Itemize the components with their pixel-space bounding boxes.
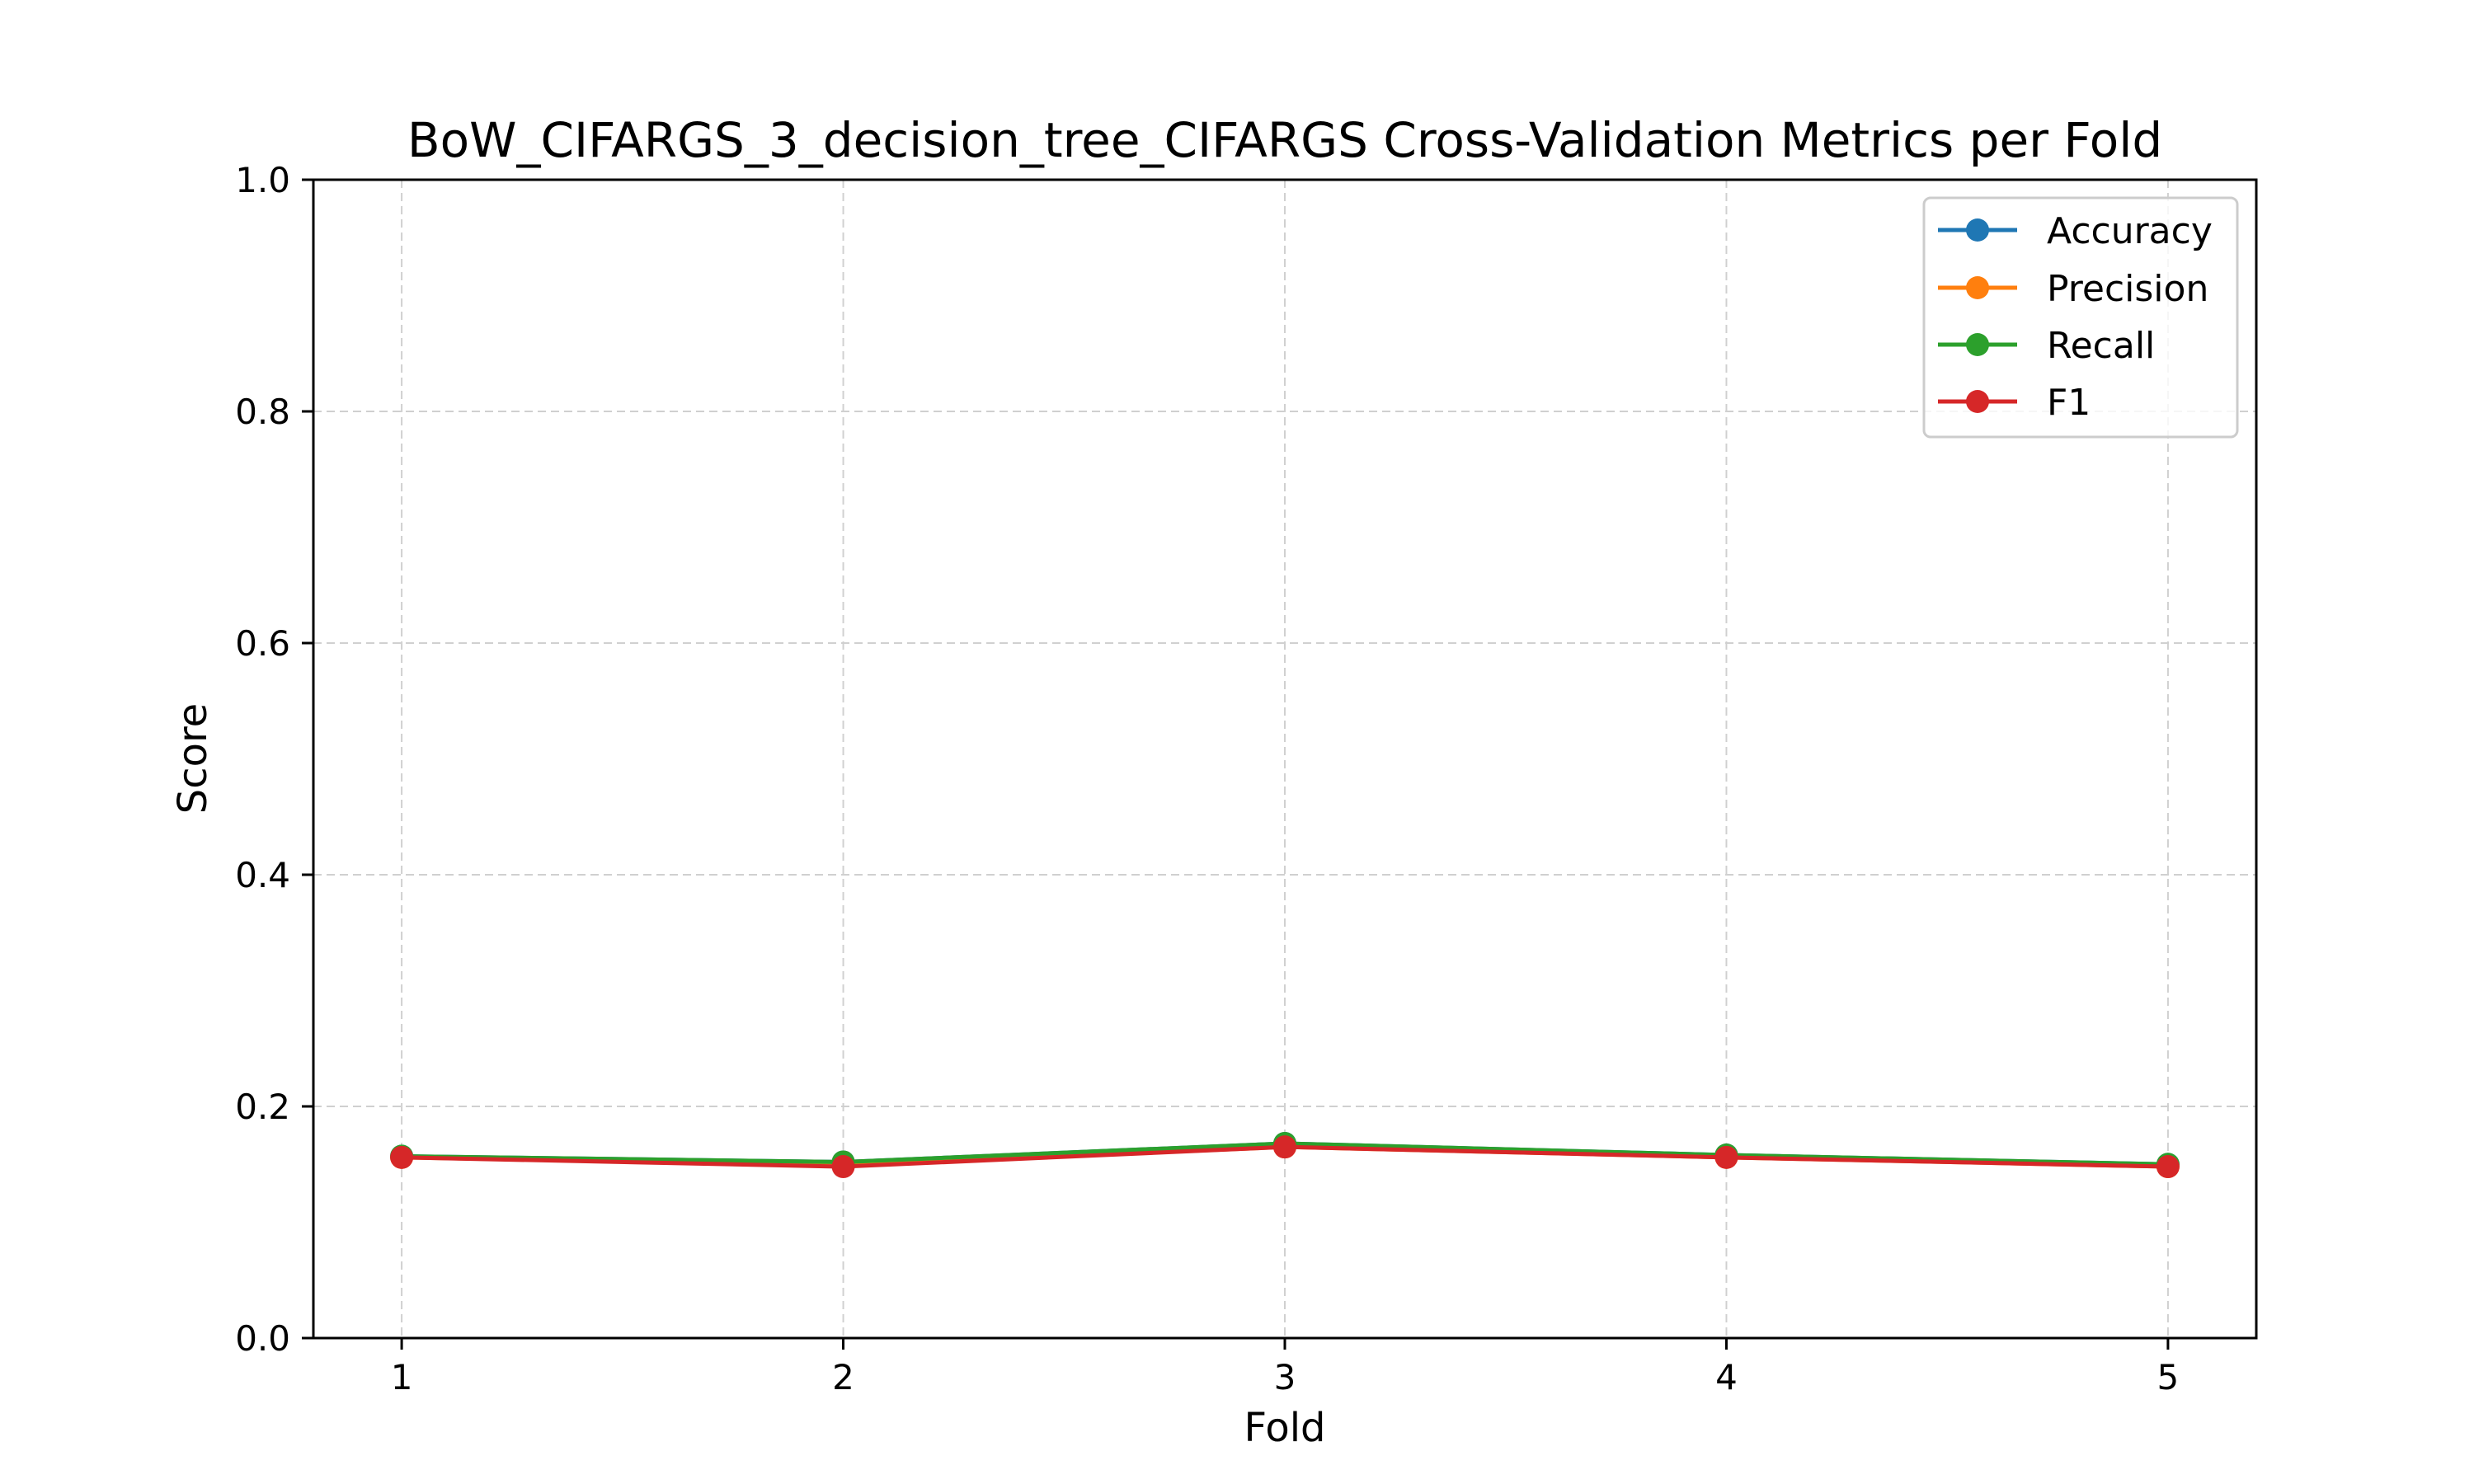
data-point-f1 bbox=[1273, 1135, 1296, 1159]
data-point-f1 bbox=[390, 1145, 414, 1169]
legend-frame bbox=[1922, 196, 2239, 439]
series-f1 bbox=[390, 1135, 2180, 1179]
legend-swatch-marker bbox=[1966, 218, 1989, 242]
legend-entry-f1: F1 bbox=[1938, 382, 2091, 424]
chart-title: BoW_CIFARGS_3_decision_tree_CIFARGS Cros… bbox=[407, 112, 2162, 168]
y-tick-label: 0.0 bbox=[235, 1318, 290, 1359]
legend-swatch-marker bbox=[1966, 276, 1989, 299]
series-layer bbox=[390, 1131, 2180, 1179]
x-tick-label: 1 bbox=[391, 1357, 413, 1397]
axis-ticks: 1 2 3 4 5 0.0 0.2 0.4 0.6 0.8 1.0 bbox=[235, 160, 2179, 1397]
data-point-f1 bbox=[1714, 1145, 1738, 1169]
data-point-f1 bbox=[831, 1155, 855, 1179]
x-tick-label: 2 bbox=[832, 1357, 854, 1397]
legend-label-precision: Precision bbox=[2047, 268, 2208, 310]
legend: Accuracy Precision Recall F1 bbox=[1922, 196, 2239, 439]
y-tick-label: 1.0 bbox=[235, 160, 290, 200]
x-axis-label: Fold bbox=[1244, 1405, 1325, 1451]
y-axis-label: Score bbox=[170, 703, 216, 814]
x-tick-label: 4 bbox=[1715, 1357, 1738, 1397]
x-tick-label: 3 bbox=[1274, 1357, 1296, 1397]
y-tick-label: 0.8 bbox=[235, 392, 290, 432]
legend-swatch-marker bbox=[1966, 333, 1989, 356]
legend-entry-accuracy: Accuracy bbox=[1938, 210, 2213, 252]
legend-entry-precision: Precision bbox=[1938, 268, 2208, 310]
legend-label-f1: F1 bbox=[2047, 382, 2091, 424]
legend-label-accuracy: Accuracy bbox=[2047, 210, 2213, 252]
y-tick-label: 0.4 bbox=[235, 855, 290, 895]
x-tick-label: 5 bbox=[2157, 1357, 2180, 1397]
y-tick-label: 0.6 bbox=[235, 623, 290, 664]
legend-entry-recall: Recall bbox=[1938, 325, 2155, 367]
legend-swatch-marker bbox=[1966, 390, 1989, 413]
legend-label-recall: Recall bbox=[2047, 325, 2155, 367]
data-point-f1 bbox=[2156, 1155, 2180, 1179]
y-tick-label: 0.2 bbox=[235, 1087, 290, 1127]
